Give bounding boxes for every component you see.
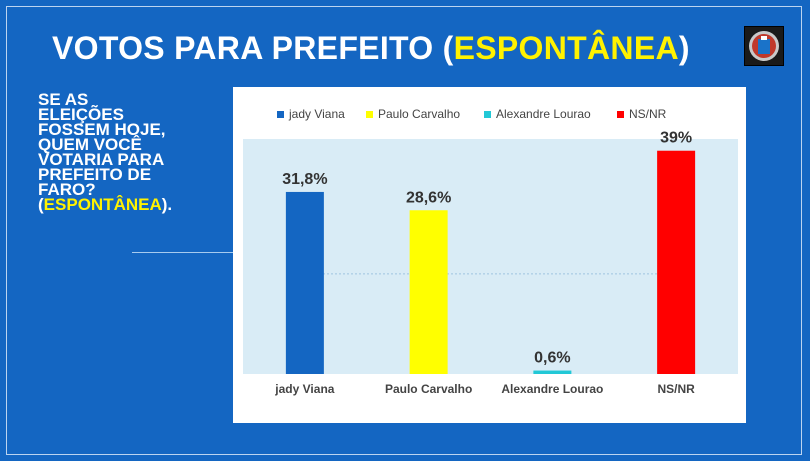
page-title: VOTOS PARA PREFEITO (ESPONTÂNEA) bbox=[52, 30, 690, 66]
legend-label: Alexandre Lourao bbox=[496, 107, 591, 121]
legend-label: NS/NR bbox=[629, 107, 667, 121]
bar bbox=[657, 150, 696, 374]
data-label: 39% bbox=[660, 130, 692, 147]
plot-area bbox=[243, 139, 738, 374]
legend-label: Paulo Carvalho bbox=[378, 107, 460, 121]
category-label: Alexandre Lourao bbox=[501, 382, 603, 396]
legend-swatch bbox=[617, 111, 624, 118]
survey-question: SE AS ELEIÇÕES FOSSEM HOJE, QUEM VOCÊ VO… bbox=[38, 90, 173, 214]
connector-line bbox=[132, 252, 235, 253]
title-highlight: ESPONTÂNEA bbox=[453, 30, 679, 66]
bar bbox=[409, 210, 448, 374]
legend-swatch bbox=[366, 111, 373, 118]
data-label: 31,8% bbox=[282, 171, 327, 188]
chart-card: jady Viana Paulo Carvalho Alexandre Lourao… bbox=[233, 87, 746, 423]
slide-frame bbox=[6, 6, 802, 455]
bar-chart: jady Viana Paulo Carvalho Alexandre Lourao… bbox=[243, 107, 738, 396]
data-label: 28,6% bbox=[406, 189, 451, 206]
category-label: NS/NR bbox=[657, 382, 695, 396]
legend-swatch bbox=[484, 111, 491, 118]
category-label: Paulo Carvalho bbox=[385, 382, 472, 396]
legend-swatch bbox=[277, 111, 284, 118]
category-label: jady Viana bbox=[274, 382, 334, 396]
bar bbox=[533, 370, 572, 374]
bar bbox=[285, 191, 324, 374]
badge-logo-icon bbox=[744, 26, 784, 66]
question-highlight: ESPONTÂNEA bbox=[43, 195, 162, 214]
data-label: 0,6% bbox=[534, 350, 570, 367]
legend-label: jady Viana bbox=[288, 107, 345, 121]
